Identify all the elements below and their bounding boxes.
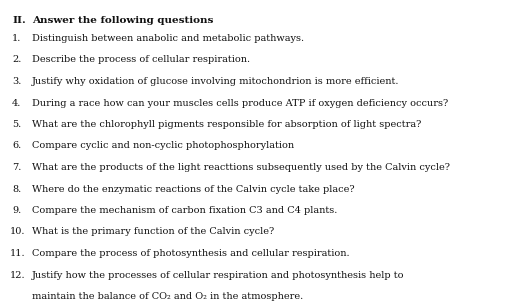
Text: Answer the following questions: Answer the following questions [32,16,213,25]
Text: 3.: 3. [12,77,21,86]
Text: 5.: 5. [12,120,21,129]
Text: Distinguish between anabolic and metabolic pathways.: Distinguish between anabolic and metabol… [32,34,304,43]
Text: Justify why oxidation of glucose involving mitochondrion is more efficient.: Justify why oxidation of glucose involvi… [32,77,399,86]
Text: Compare the mechanism of carbon fixation C3 and C4 plants.: Compare the mechanism of carbon fixation… [32,206,337,215]
Text: 8.: 8. [12,184,21,193]
Text: 4.: 4. [12,99,21,107]
Text: What are the chlorophyll pigments responsible for absorption of light spectra?: What are the chlorophyll pigments respon… [32,120,421,129]
Text: 9.: 9. [12,206,21,215]
Text: 6.: 6. [12,141,21,151]
Text: 10.: 10. [10,228,26,237]
Text: Compare cyclic and non-cyclic photophosphorylation: Compare cyclic and non-cyclic photophosp… [32,141,294,151]
Text: Describe the process of cellular respiration.: Describe the process of cellular respira… [32,55,250,64]
Text: 2.: 2. [12,55,21,64]
Text: Compare the process of photosynthesis and cellular respiration.: Compare the process of photosynthesis an… [32,249,350,258]
Text: What is the primary function of the Calvin cycle?: What is the primary function of the Calv… [32,228,274,237]
Text: maintain the balance of CO₂ and O₂ in the atmosphere.: maintain the balance of CO₂ and O₂ in th… [32,292,303,301]
Text: During a race how can your muscles cells produce ATP if oxygen deficiency occurs: During a race how can your muscles cells… [32,99,448,107]
Text: 11.: 11. [10,249,26,258]
Text: What are the products of the light reacttions subsequently used by the Calvin cy: What are the products of the light react… [32,163,450,172]
Text: 12.: 12. [10,270,26,279]
Text: Where do the enzymatic reactions of the Calvin cycle take place?: Where do the enzymatic reactions of the … [32,184,354,193]
Text: 7.: 7. [12,163,21,172]
Text: Justify how the processes of cellular respiration and photosynthesis help to: Justify how the processes of cellular re… [32,270,405,279]
Text: II.: II. [12,16,26,25]
Text: 1.: 1. [12,34,21,43]
